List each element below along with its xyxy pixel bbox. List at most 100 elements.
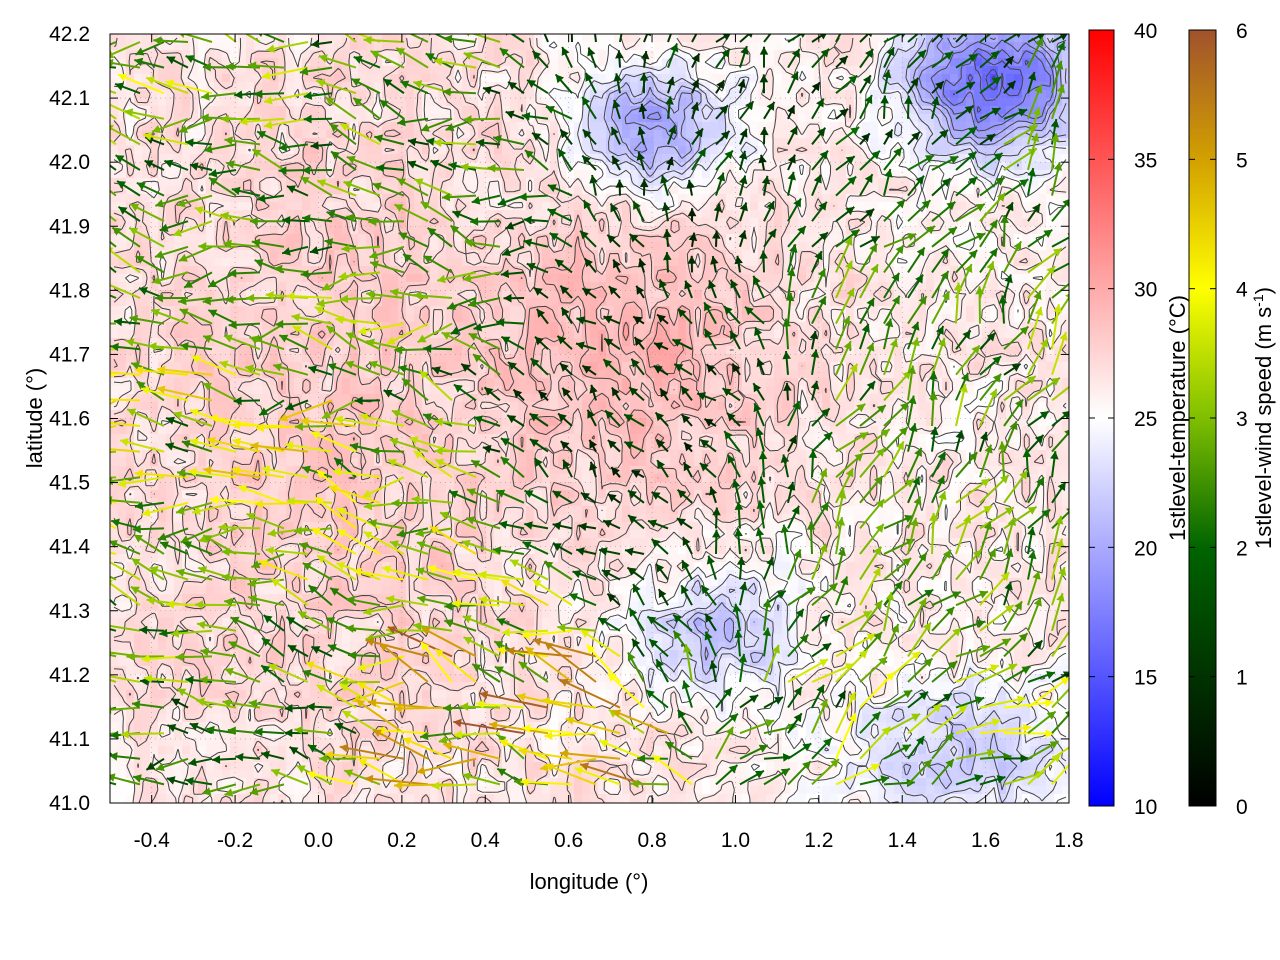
temperature-cell [638,82,647,91]
temperature-cell [438,66,447,75]
temperature-cell [726,50,735,59]
temperature-cell [574,218,583,227]
temperature-cell [918,82,927,91]
temperature-cell [158,362,167,371]
temperature-cell [1062,50,1069,59]
temperature-cell [342,210,351,219]
temperature-cell [990,210,999,219]
temperature-cell [190,186,199,195]
temperature-cell [502,298,511,307]
temperature-cell [230,282,239,291]
temperature-cell [998,234,1007,243]
temperature-cell [150,258,159,267]
temperature-cell [542,346,551,355]
temperature-cell [118,122,127,131]
temperature-cell [902,322,911,331]
temperature-cell [606,306,615,315]
temperature-cell [966,314,975,323]
temperature-cell [886,290,895,299]
temperature-cell [1030,58,1039,67]
temperature-cell [1030,314,1039,323]
temperature-cell [758,42,767,51]
temperature-cell [230,306,239,315]
temperature-cell [990,138,999,147]
temperature-cell [278,314,287,323]
temperature-cell [238,306,247,315]
temperature-cell [886,298,895,307]
temperature-cell [326,250,335,259]
temperature-cell [390,98,399,107]
temperature-cell [750,162,759,171]
temperature-cell [870,306,879,315]
temperature-cell [790,162,799,171]
temperature-cell [254,74,263,83]
temperature-cell [406,202,415,211]
temperature-cell [446,194,455,203]
temperature-cell [1006,50,1015,59]
temperature-cell [238,354,247,363]
temperature-cell [422,58,431,67]
temperature-cell [366,178,375,187]
temperature-cell [1022,194,1031,203]
temperature-cell [678,50,687,59]
temperature-cell [798,290,807,299]
temperature-cell [998,282,1007,291]
temperature-cell [574,122,583,131]
temperature-cell [974,34,983,43]
temperature-cell [166,234,175,243]
temperature-cell [326,234,335,243]
temperature-cell [134,290,143,299]
temperature-cell [134,66,143,75]
temperature-cell [454,34,463,43]
temperature-cell [246,170,255,179]
temperature-cell [350,338,359,347]
temperature-cell [550,202,559,211]
temperature-cell [582,210,591,219]
temperature-cell [974,194,983,203]
temperature-cell [262,362,271,371]
temperature-cell [526,274,535,283]
temperature-cell [590,290,599,299]
temperature-cell [366,354,375,363]
temperature-cell [974,242,983,251]
temperature-cell [758,66,767,75]
temperature-cell [294,42,303,51]
temperature-cell [222,138,231,147]
temperature-cell [926,346,935,355]
temperature-cell [246,122,255,131]
temperature-cell [614,346,623,355]
temperature-cell [926,34,935,43]
temperature-cell [502,130,511,139]
temperature-cell [766,138,775,147]
temperature-cell [494,322,503,331]
temperature-cell [158,322,167,331]
temperature-cell [678,298,687,307]
temperature-cell [710,82,719,91]
temperature-cell [646,298,655,307]
temperature-cell [206,74,215,83]
temperature-cell [702,322,711,331]
temperature-cell [1054,114,1063,123]
temperature-cell [998,210,1007,219]
temperature-cell [814,314,823,323]
temperature-cell [382,290,391,299]
temperature-cell [774,194,783,203]
temperature-cell [678,114,687,123]
temperature-cell [590,202,599,211]
temperature-cell [198,234,207,243]
temperature-cell [846,242,855,251]
temperature-cell [1030,266,1039,275]
temperature-cell [462,154,471,163]
temperature-cell [926,186,935,195]
temperature-cell [526,234,535,243]
temperature-cell [830,186,839,195]
temperature-cell [958,58,967,67]
temperature-cell [742,258,751,267]
temperature-cell [126,98,135,107]
temperature-cell [438,338,447,347]
temperature-cell [774,354,783,363]
temperature-cell [830,194,839,203]
temperature-cell [374,82,383,91]
temperature-cell [462,130,471,139]
temperature-cell [510,282,519,291]
